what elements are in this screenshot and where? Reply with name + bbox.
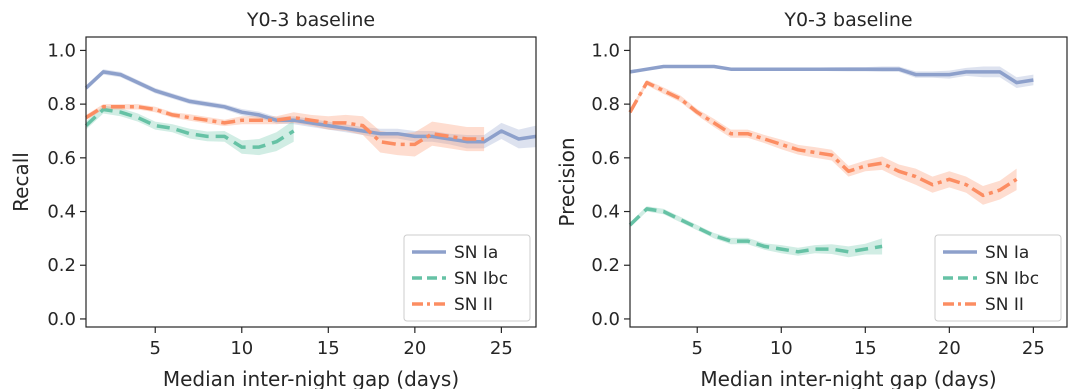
series-line: [85, 105, 485, 147]
y-tick-label: 1.0: [591, 40, 620, 61]
x-tick-label: 20: [938, 338, 961, 359]
x-tick-label: 10: [770, 338, 793, 359]
y-tick-label: 0.0: [591, 309, 620, 330]
x-tick-label: 10: [230, 338, 253, 359]
series-line: [628, 80, 1018, 198]
legend-label: SN Ia: [985, 243, 1029, 263]
x-tick-label: 5: [692, 338, 703, 359]
y-tick-label: 0.6: [47, 148, 76, 169]
x-tick-label: 25: [1022, 338, 1045, 359]
y-tick-label: 0.4: [591, 202, 620, 223]
y-tick-label: 0.8: [47, 94, 76, 115]
x-axis-label: Median inter-night gap (days): [163, 367, 459, 389]
chart-panel-1: Y0-3 baseline 5 10 15 20 25 0.0 0.2 0.4 0.6 0.8 1.0…: [9, 9, 537, 389]
y-axis-label: Precision: [555, 137, 579, 226]
legend: SN Ia SN Ibc SN II: [934, 234, 1062, 322]
x-tick-label: 25: [490, 338, 513, 359]
legend-box: [934, 234, 1062, 322]
legend-label: SN Ia: [454, 243, 498, 263]
y-tick-label: 0.2: [591, 255, 620, 276]
confidence-band: [630, 80, 1017, 205]
x-tick-label: 15: [317, 338, 340, 359]
legend-box: [403, 234, 531, 322]
series-line: [84, 70, 537, 144]
legend-label: SN II: [985, 295, 1024, 315]
y-tick-label: 0.8: [591, 94, 620, 115]
series-line: [629, 64, 1034, 85]
confidence-band: [86, 69, 536, 149]
x-axis-label: Median inter-night gap (days): [700, 367, 996, 389]
y-tick-label: 1.0: [47, 40, 76, 61]
x-tick-label: 20: [403, 338, 426, 359]
y-axis-label: Recall: [9, 152, 33, 212]
legend: SN Ia SN Ibc SN II: [403, 234, 531, 322]
x-tick-label: 15: [854, 338, 877, 359]
chart-panel-2: Y0-3 baseline 5 10 15 20 25 0.0 0.2 0.4 0.6 0.8 1.0…: [555, 9, 1068, 389]
y-tick-label: 0.0: [47, 309, 76, 330]
y-tick-label: 0.2: [47, 255, 76, 276]
y-tick-label: 0.6: [591, 148, 620, 169]
chart-title: Y0-3 baseline: [783, 9, 912, 31]
chart-title: Y0-3 baseline: [246, 9, 375, 31]
series-line: [628, 207, 883, 254]
series-line: [84, 107, 295, 149]
legend-label: SN Ibc: [985, 269, 1039, 289]
y-tick-label: 0.4: [47, 202, 76, 223]
x-tick-label: 5: [150, 338, 161, 359]
axes-frame: [85, 36, 537, 328]
confidence-band: [86, 105, 294, 156]
axes-frame: [629, 36, 1068, 328]
legend-label: SN II: [454, 295, 493, 315]
legend-label: SN Ibc: [454, 269, 508, 289]
